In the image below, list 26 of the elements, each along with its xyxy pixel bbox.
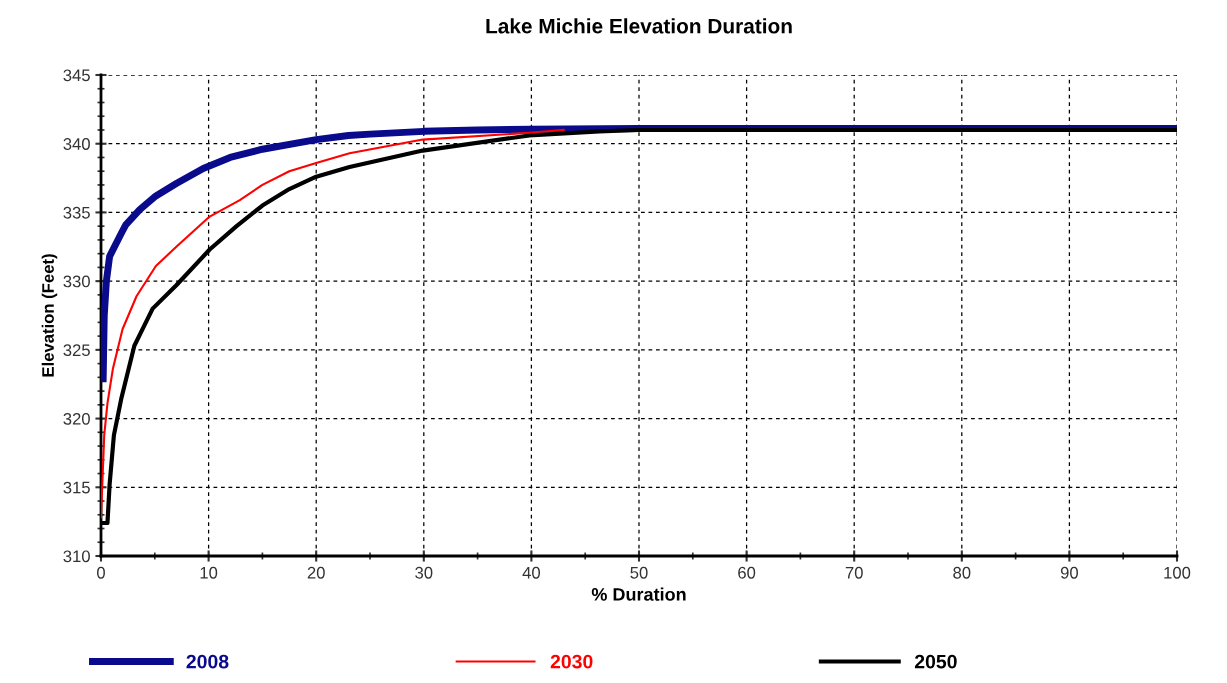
y-tick-label: 330 bbox=[63, 275, 90, 288]
line-series bbox=[101, 128, 565, 519]
x-tick-label: 30 bbox=[415, 566, 433, 579]
x-tick-label: 70 bbox=[845, 566, 863, 579]
chart-title: Lake Michie Elevation Duration bbox=[486, 18, 792, 34]
x-tick-label: 20 bbox=[307, 566, 325, 579]
y-tick-label: 335 bbox=[63, 206, 90, 219]
y-tick-label: 345 bbox=[63, 69, 90, 82]
x-tick-label: 40 bbox=[522, 566, 541, 579]
y-tick-label: 340 bbox=[63, 138, 90, 150]
x-tick-label: 0 bbox=[97, 566, 105, 579]
legend-label: 2008 bbox=[186, 654, 229, 669]
x-axis-title: % Duration bbox=[591, 587, 686, 601]
x-tick-label: 100 bbox=[1164, 566, 1191, 579]
y-tick-label: 325 bbox=[63, 344, 90, 357]
x-tick-label: 80 bbox=[953, 566, 971, 579]
x-tick-label: 50 bbox=[630, 566, 648, 579]
x-tick-label: 10 bbox=[200, 566, 218, 579]
y-axis-title: Elevation (Feet) bbox=[41, 254, 58, 377]
legend-label: 2050 bbox=[914, 654, 957, 669]
legend-label: 2030 bbox=[550, 654, 593, 669]
x-tick-label: 60 bbox=[738, 566, 756, 579]
y-tick-label: 320 bbox=[63, 412, 90, 425]
x-tick-label: 90 bbox=[1060, 566, 1079, 579]
y-tick-label: 310 bbox=[63, 550, 90, 563]
y-tick-label: 315 bbox=[63, 481, 90, 494]
